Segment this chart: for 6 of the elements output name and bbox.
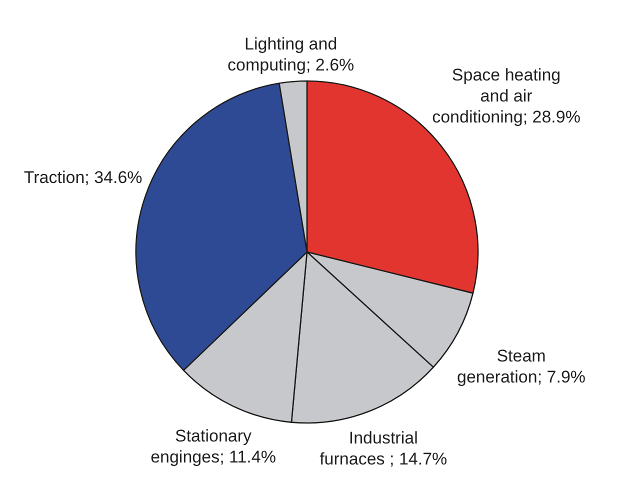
slice-label: Steam generation; 7.9% <box>457 346 586 387</box>
slice-label: Space heating and air conditioning; 28.9% <box>432 66 580 127</box>
slice-label: Traction; 34.6% <box>24 168 142 187</box>
slice-label: Stationary enginges; 11.4% <box>150 426 276 467</box>
slice-label: Lighting and computing; 2.6% <box>228 34 354 75</box>
slice-label: Industrial furnaces ; 14.7% <box>320 428 448 469</box>
